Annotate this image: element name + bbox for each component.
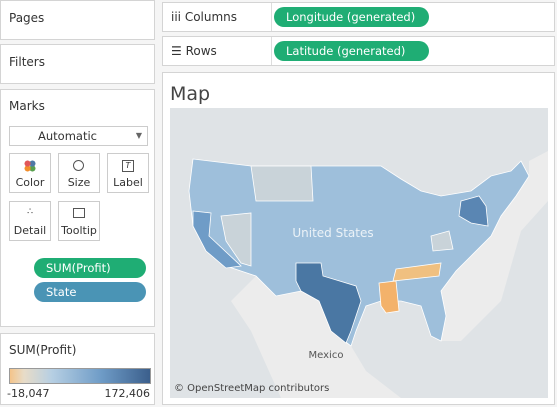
shelf-name: Columns bbox=[184, 10, 238, 24]
shelf-label: iii Columns bbox=[171, 10, 238, 24]
pages-card: Pages bbox=[0, 0, 155, 40]
shelf-label: ☰ Rows bbox=[171, 44, 217, 58]
filters-card[interactable]: Filters bbox=[0, 44, 155, 84]
button-label: Size bbox=[67, 176, 91, 189]
tooltip-button[interactable]: Tooltip bbox=[58, 201, 100, 241]
column-field-pill[interactable]: Longitude (generated) bbox=[274, 7, 429, 27]
detail-field-pill[interactable]: State bbox=[34, 282, 146, 302]
mark-type: Automatic bbox=[38, 129, 97, 143]
country-label: United States bbox=[292, 226, 373, 240]
legend-max: 172,406 bbox=[104, 387, 151, 400]
map-view: Map United States Mexico © OpenStreetMap… bbox=[162, 72, 555, 405]
button-label: Color bbox=[15, 176, 45, 189]
color-legend: SUM(Profit) -18,047 172,406 bbox=[0, 333, 155, 405]
map-label: United States bbox=[292, 226, 373, 240]
legend-title: SUM(Profit) bbox=[9, 343, 77, 357]
view-title: Map bbox=[170, 83, 211, 105]
row-field-pill[interactable]: Latitude (generated) bbox=[274, 41, 429, 61]
rows-shelf: ☰ Rows Latitude (generated) bbox=[162, 36, 555, 66]
card-title: Pages bbox=[9, 11, 45, 25]
legend-gradient bbox=[9, 368, 151, 384]
color-button[interactable]: Color bbox=[9, 153, 51, 193]
card-title: Marks bbox=[9, 99, 45, 113]
mark-type-dropdown[interactable]: Automatic ▼ bbox=[9, 126, 148, 146]
color-field-pill[interactable]: SUM(Profit) bbox=[34, 258, 146, 278]
button-label: Label bbox=[113, 176, 143, 189]
shelf-name: Rows bbox=[185, 44, 217, 58]
button-label: Detail bbox=[13, 224, 47, 237]
country-label: Mexico bbox=[309, 350, 344, 361]
detail-button[interactable]: ∴ Detail bbox=[9, 201, 51, 241]
size-button[interactable]: Size bbox=[58, 153, 100, 193]
button-label: Tooltip bbox=[61, 224, 97, 237]
columns-shelf: iii Columns Longitude (generated) bbox=[162, 2, 555, 32]
label-button[interactable]: T Label bbox=[107, 153, 149, 193]
card-title: Filters bbox=[9, 55, 45, 69]
attribution: © OpenStreetMap contributors bbox=[174, 383, 329, 394]
map: United States Mexico © OpenStreetMap con… bbox=[170, 108, 548, 398]
legend-min: -18,047 bbox=[7, 387, 50, 400]
marks-card: Marks Automatic ▼ Color Size T Label ∴ Deta… bbox=[0, 89, 155, 327]
